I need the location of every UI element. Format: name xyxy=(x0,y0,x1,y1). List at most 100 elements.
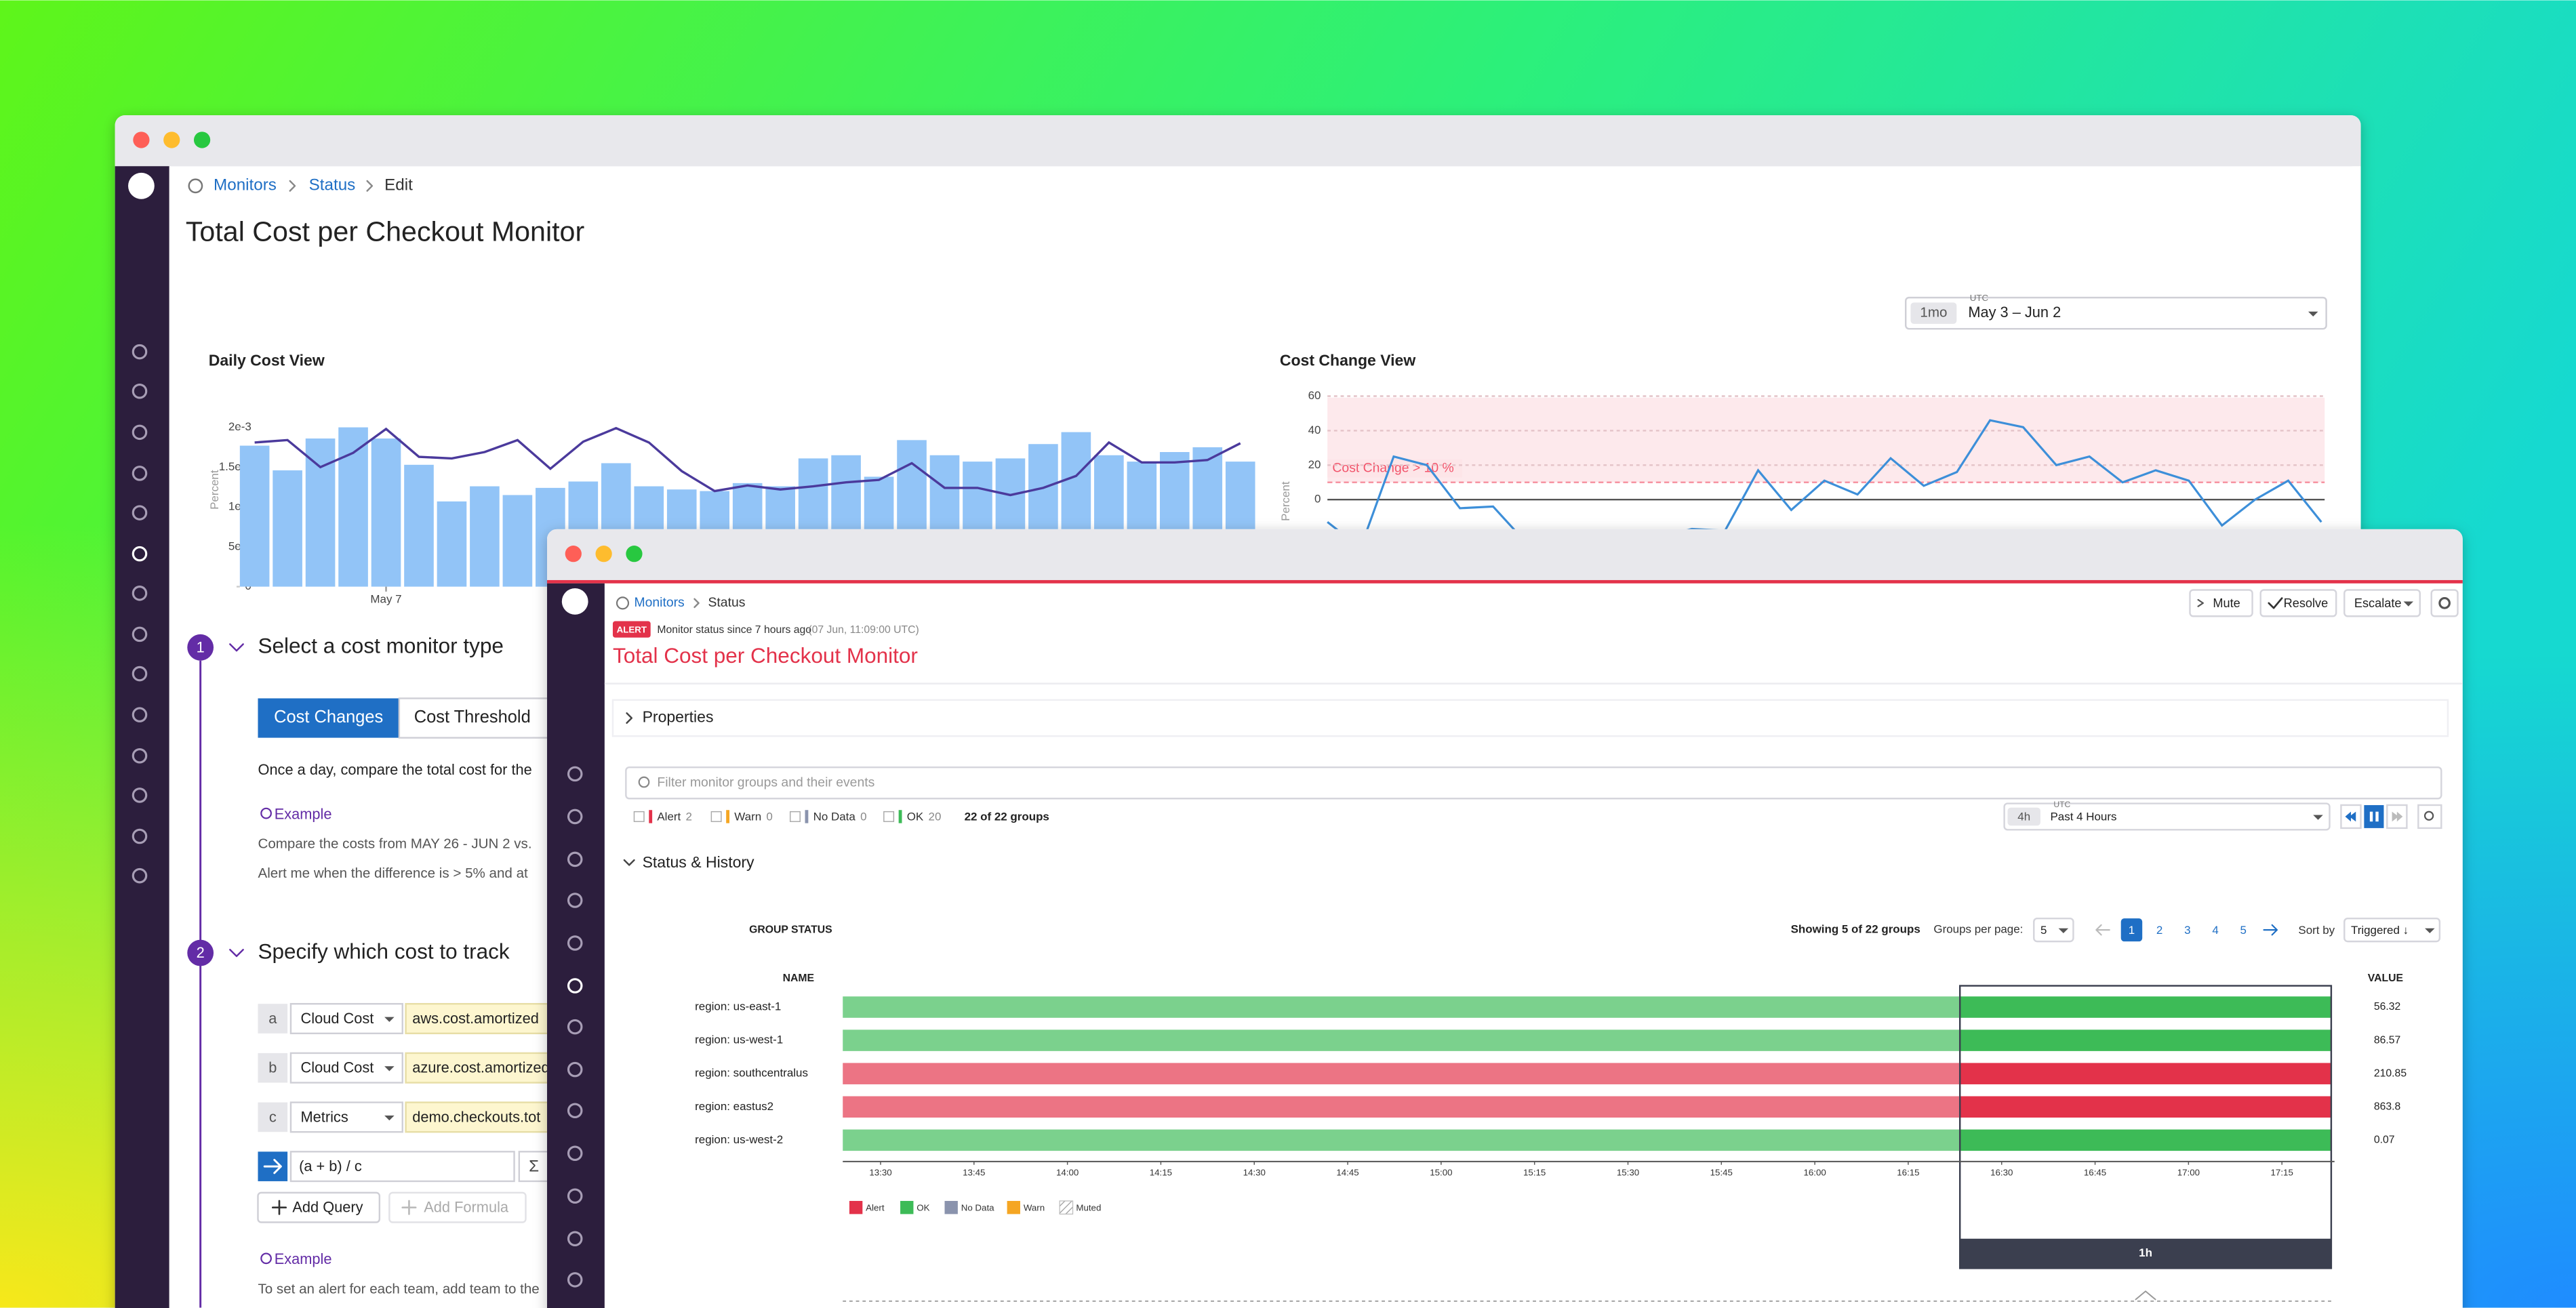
nav-icon[interactable] xyxy=(567,1272,583,1288)
properties-panel[interactable] xyxy=(611,699,2449,737)
time-picker[interactable] xyxy=(1905,296,2327,330)
page-number[interactable]: 3 xyxy=(2184,924,2190,937)
nav-icon[interactable] xyxy=(567,893,583,908)
selection-handle[interactable] xyxy=(1960,1238,2331,1269)
legend-swatch xyxy=(1007,1201,1020,1214)
per-page-value: 5 xyxy=(2040,924,2047,937)
query-metric[interactable] xyxy=(405,1101,555,1133)
page-current[interactable] xyxy=(2120,918,2143,942)
example-link[interactable]: Example xyxy=(275,805,332,822)
time-picker[interactable] xyxy=(2003,802,2331,831)
nav-icon[interactable] xyxy=(132,344,148,360)
dropdown-caret xyxy=(384,1017,395,1022)
nav-icon[interactable] xyxy=(132,666,148,682)
nav-icon[interactable] xyxy=(132,505,148,520)
nav-icon[interactable] xyxy=(132,867,148,884)
selection-label: 1h xyxy=(2139,1246,2152,1259)
window-control[interactable] xyxy=(163,131,180,148)
bar xyxy=(273,470,302,587)
group-value: 86.57 xyxy=(2374,1034,2400,1046)
add-query-button[interactable] xyxy=(257,1191,381,1223)
settings-button[interactable] xyxy=(2430,589,2459,617)
filter-label: No Data xyxy=(813,811,856,823)
add-formula-button[interactable] xyxy=(388,1191,527,1223)
nav-icon[interactable] xyxy=(567,978,583,994)
window-control[interactable] xyxy=(193,131,211,148)
page-number[interactable]: 1 xyxy=(2129,924,2135,937)
breadcrumb-link[interactable]: Status xyxy=(309,176,356,195)
button-label: Add Query xyxy=(292,1199,363,1216)
nav-icon[interactable] xyxy=(132,748,148,764)
query-source-label: Cloud Cost xyxy=(300,1010,374,1027)
line-series xyxy=(254,426,1241,497)
group-value: 0.07 xyxy=(2374,1135,2395,1146)
nav-icon[interactable] xyxy=(132,626,148,642)
checkbox[interactable] xyxy=(633,811,645,822)
action-button[interactable] xyxy=(2343,589,2421,617)
window-control[interactable] xyxy=(133,131,150,148)
filter-count: 0 xyxy=(860,811,866,823)
nav-icon[interactable] xyxy=(567,1019,583,1035)
nav-icon[interactable] xyxy=(132,424,148,441)
page-number[interactable]: 5 xyxy=(2240,924,2247,937)
nav-icon[interactable] xyxy=(567,935,583,951)
nav-icon[interactable] xyxy=(567,1188,583,1204)
query-metric[interactable] xyxy=(405,1002,555,1035)
page-number[interactable]: 2 xyxy=(2156,924,2162,937)
breadcrumb-link[interactable]: Monitors xyxy=(634,595,684,610)
page-title: Total Cost per Checkout Monitor xyxy=(186,216,585,247)
nav-icon[interactable] xyxy=(567,1061,583,1078)
monitor-icon xyxy=(188,178,203,194)
window-control[interactable] xyxy=(595,546,612,563)
formula-input[interactable] xyxy=(289,1151,515,1183)
window-control[interactable] xyxy=(626,546,643,563)
nav-icon[interactable] xyxy=(567,1145,583,1162)
pause-button[interactable] xyxy=(2364,804,2384,828)
action-button[interactable] xyxy=(2189,589,2253,617)
per-page-select[interactable] xyxy=(2033,917,2074,943)
checkbox[interactable] xyxy=(710,811,722,822)
toggle-selected[interactable] xyxy=(258,698,399,738)
sort-select[interactable] xyxy=(2343,917,2441,943)
query-metric[interactable] xyxy=(405,1052,555,1084)
search-box[interactable] xyxy=(625,767,2442,800)
window-control[interactable] xyxy=(565,546,582,563)
nav-icon[interactable] xyxy=(132,586,148,601)
check-icon xyxy=(2268,597,2283,609)
action-label: Resolve xyxy=(2284,596,2329,610)
nav-icon[interactable] xyxy=(132,707,148,722)
showing-count: Showing 5 of 22 groups xyxy=(1791,923,1920,936)
nav-icon[interactable] xyxy=(567,851,583,867)
nav-icon[interactable] xyxy=(132,383,148,399)
nav-icon[interactable] xyxy=(132,466,148,481)
nav-icon[interactable] xyxy=(567,809,583,825)
query-source[interactable] xyxy=(289,1052,403,1084)
pause-icon xyxy=(2375,811,2379,822)
nav-icon[interactable] xyxy=(567,766,583,782)
time-label: 15:00 xyxy=(1430,1167,1452,1177)
breadcrumb-link[interactable]: Monitors xyxy=(214,176,277,195)
nav-icon[interactable] xyxy=(132,788,148,803)
checkbox[interactable] xyxy=(883,811,895,822)
y-axis-label: Percent xyxy=(1279,481,1292,521)
action-button[interactable] xyxy=(2259,589,2337,617)
nav-icon[interactable] xyxy=(567,1103,583,1118)
query-source[interactable] xyxy=(289,1002,403,1035)
bulb-icon xyxy=(260,1252,272,1265)
filter-label: Alert xyxy=(657,811,681,823)
time-label: 14:00 xyxy=(1056,1167,1079,1177)
bar xyxy=(305,438,336,587)
checkbox[interactable] xyxy=(789,811,801,822)
nav-icon[interactable] xyxy=(132,546,148,562)
example-link[interactable]: Example xyxy=(275,1250,332,1267)
zoom-button[interactable] xyxy=(2417,804,2442,830)
alert-badge-label: ALERT xyxy=(617,624,647,634)
nav-icon[interactable] xyxy=(132,828,148,844)
time-label: 13:30 xyxy=(869,1167,891,1177)
alert-badge xyxy=(612,621,651,638)
dropdown-caret xyxy=(2313,815,2323,820)
query-source[interactable] xyxy=(289,1101,403,1133)
page-number[interactable]: 4 xyxy=(2212,924,2218,937)
nav-icon[interactable] xyxy=(567,1231,583,1247)
